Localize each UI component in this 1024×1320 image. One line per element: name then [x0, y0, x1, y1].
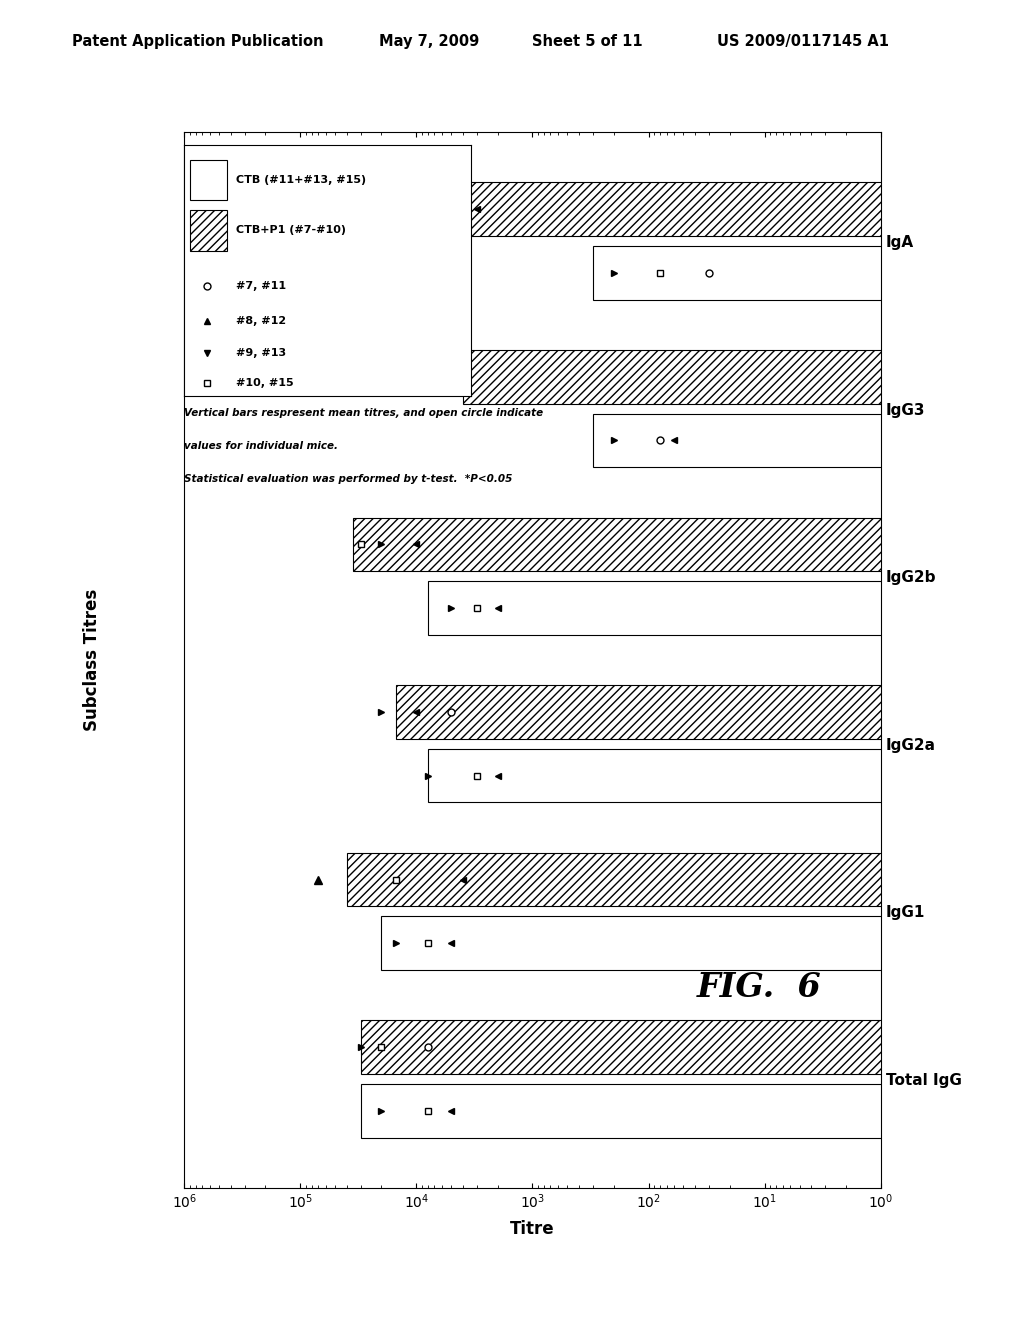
Bar: [361, 1020, 1024, 1074]
Bar: [593, 246, 1024, 300]
Bar: [463, 350, 1024, 404]
Text: Vertical bars respresent mean titres, and open circle indicate: Vertical bars respresent mean titres, an…: [184, 408, 544, 418]
Text: May 7, 2009: May 7, 2009: [379, 34, 479, 49]
Text: CTB+P1 (#7-#10): CTB+P1 (#7-#10): [236, 226, 346, 235]
Text: FIG.  6: FIG. 6: [696, 970, 821, 1003]
Bar: [593, 413, 1024, 467]
Text: CTB (#11+#13, #15): CTB (#11+#13, #15): [236, 176, 366, 185]
Bar: [382, 916, 1024, 970]
X-axis label: Titre: Titre: [510, 1220, 555, 1238]
Text: Patent Application Publication: Patent Application Publication: [72, 34, 324, 49]
Text: #10, #15: #10, #15: [236, 379, 294, 388]
Bar: [346, 853, 1024, 907]
FancyBboxPatch shape: [190, 160, 227, 201]
Bar: [428, 581, 1024, 635]
Bar: [396, 685, 1024, 739]
Text: #8, #12: #8, #12: [236, 315, 286, 326]
FancyBboxPatch shape: [190, 210, 227, 251]
Text: values for individual mice.: values for individual mice.: [184, 441, 338, 451]
Text: Statistical evaluation was performed by t-test.  *P<0.05: Statistical evaluation was performed by …: [184, 474, 513, 484]
Bar: [361, 1084, 1024, 1138]
Bar: [353, 517, 1024, 572]
Text: #7, #11: #7, #11: [236, 281, 286, 290]
Bar: [463, 182, 1024, 236]
Text: US 2009/0117145 A1: US 2009/0117145 A1: [717, 34, 889, 49]
Text: Sheet 5 of 11: Sheet 5 of 11: [532, 34, 643, 49]
Text: Subclass Titres: Subclass Titres: [83, 589, 101, 731]
Bar: [428, 748, 1024, 803]
Text: #9, #13: #9, #13: [236, 348, 286, 358]
